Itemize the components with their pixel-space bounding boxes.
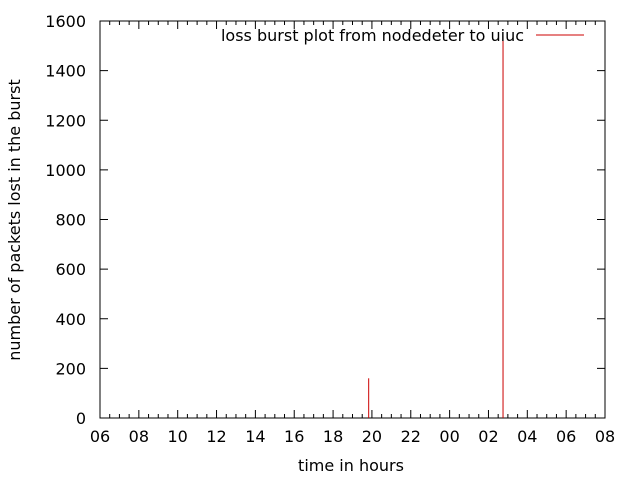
y-tick-label: 1200 [45, 111, 86, 130]
y-tick-label: 0 [76, 409, 86, 428]
y-tick-label: 200 [55, 359, 86, 378]
data-series [368, 35, 504, 418]
x-tick-label: 08 [129, 427, 149, 446]
y-tick-label: 1000 [45, 161, 86, 180]
y-axis: 0 200 400 600 800 1000 1200 1400 1600 [45, 12, 605, 428]
legend-label: loss burst plot from nodedeter to uiuc [221, 26, 524, 45]
x-tick-label: 08 [595, 427, 615, 446]
x-tick-label: 00 [439, 427, 459, 446]
x-tick-label: 16 [284, 427, 304, 446]
x-tick-label: 06 [556, 427, 576, 446]
x-tick-label: 20 [362, 427, 382, 446]
x-axis: 06 08 10 12 14 16 18 20 22 00 02 04 06 08 [90, 21, 615, 446]
plot-frame [99, 20, 606, 419]
y-tick-label: 800 [55, 211, 86, 230]
y-tick-label: 600 [55, 260, 86, 279]
x-tick-label: 10 [168, 427, 188, 446]
x-tick-label: 12 [206, 427, 226, 446]
x-tick-label: 04 [517, 427, 537, 446]
x-axis-label: time in hours [298, 456, 404, 475]
y-tick-label: 400 [55, 310, 86, 329]
x-tick-label: 22 [401, 427, 421, 446]
x-tick-label: 06 [90, 427, 110, 446]
x-tick-label: 18 [323, 427, 343, 446]
y-tick-label: 1400 [45, 62, 86, 81]
y-tick-label: 1600 [45, 12, 86, 31]
x-tick-label: 02 [478, 427, 498, 446]
y-axis-label: number of packets lost in the burst [5, 79, 24, 360]
legend: loss burst plot from nodedeter to uiuc [221, 26, 584, 45]
x-tick-label: 14 [245, 427, 265, 446]
